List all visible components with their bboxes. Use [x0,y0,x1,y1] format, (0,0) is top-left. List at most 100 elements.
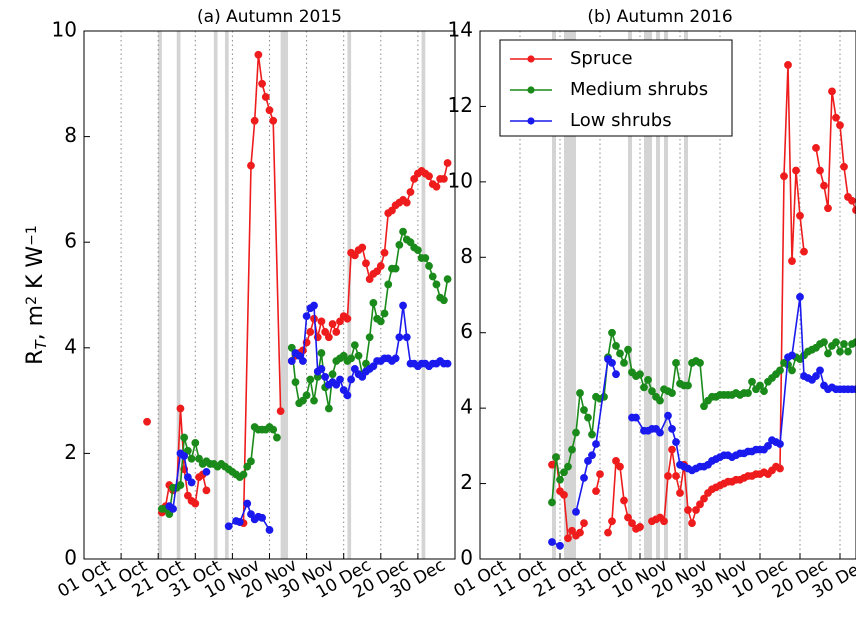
data-point [852,206,856,215]
data-point [365,275,374,284]
data-point [756,381,764,390]
data-point [187,478,196,487]
panel-title: (b) Autumn 2016 [587,7,732,27]
data-point [744,389,752,397]
data-point [788,351,796,360]
data-point [376,262,385,270]
data-point [576,389,584,397]
data-point [324,404,333,413]
data-point [191,438,200,447]
y-axis-label-part: T [32,339,50,350]
y-tick-label: 8 [64,123,77,147]
y-tick-label: 14 [448,18,473,42]
data-point [258,79,266,88]
data-point [596,470,604,479]
axes-frame [83,30,456,560]
data-point [291,378,300,387]
y-tick-label: 4 [460,395,473,419]
data-point [376,317,385,326]
y-tick-label: 10 [448,168,473,192]
data-point [362,259,370,268]
y-axis-label-part: , m [23,305,48,340]
data-point [664,472,672,480]
data-point [202,486,211,495]
data-point [644,375,652,384]
data-point [306,375,315,384]
data-point [628,519,636,528]
data-point [343,314,352,323]
data-point [443,359,452,368]
data-point [672,438,680,446]
data-point [317,349,326,357]
data-point [580,519,588,528]
data-point [384,280,393,289]
data-point [776,366,784,375]
data-point [780,172,788,181]
data-point [421,254,430,262]
data-point [399,301,407,310]
data-point [844,347,852,356]
data-point [414,246,422,255]
data-point [202,467,211,476]
data-point [648,387,656,396]
data-point [165,510,174,519]
data-point [317,317,326,326]
data-point [632,413,640,422]
data-point [332,328,341,336]
data-point [572,507,580,516]
data-point [604,528,612,537]
data-point [310,396,318,405]
data-point [624,345,632,354]
data-point [328,370,337,379]
data-point [310,301,318,310]
data-point [317,365,326,373]
shaded-period [656,31,660,559]
shaded-period [421,31,426,559]
data-point [748,377,756,386]
shaded-period [628,31,632,559]
plot-area [84,31,452,559]
data-point [265,526,274,534]
data-point [548,498,556,507]
data-point [836,347,844,356]
data-point [395,240,404,249]
data-point [321,372,330,381]
data-point [700,402,708,411]
data-point [636,523,644,531]
data-point [247,457,255,466]
data-point [399,227,407,236]
data-point [443,159,452,167]
data-point [564,462,572,471]
y-axis-label-part: R [23,350,48,365]
shaded-period [213,31,218,559]
data-point [568,445,576,454]
data-point [354,351,363,360]
y-axis-label-part: 2 [24,296,40,305]
data-point [664,411,672,420]
data-point [336,375,344,384]
data-point [180,452,189,460]
y-tick-label: 8 [460,244,473,268]
y-tick-label: 10 [52,18,77,42]
data-point [224,522,233,531]
legend-marker [527,86,535,94]
legend-label: Medium shrubs [570,79,708,100]
data-point [688,519,696,528]
data-point [776,464,784,473]
data-point [369,299,378,307]
data-point [369,362,378,371]
data-point [247,510,255,519]
legend-label: Spruce [570,48,633,69]
legend-box [499,39,733,137]
data-point [840,162,848,171]
data-point [812,372,820,380]
data-point [668,389,676,397]
data-point [796,292,804,301]
data-point [362,359,370,368]
data-point [636,370,644,379]
data-point [391,264,400,273]
data-point [560,468,568,477]
data-point [668,424,676,433]
data-point [552,453,560,462]
data-point [820,338,828,347]
